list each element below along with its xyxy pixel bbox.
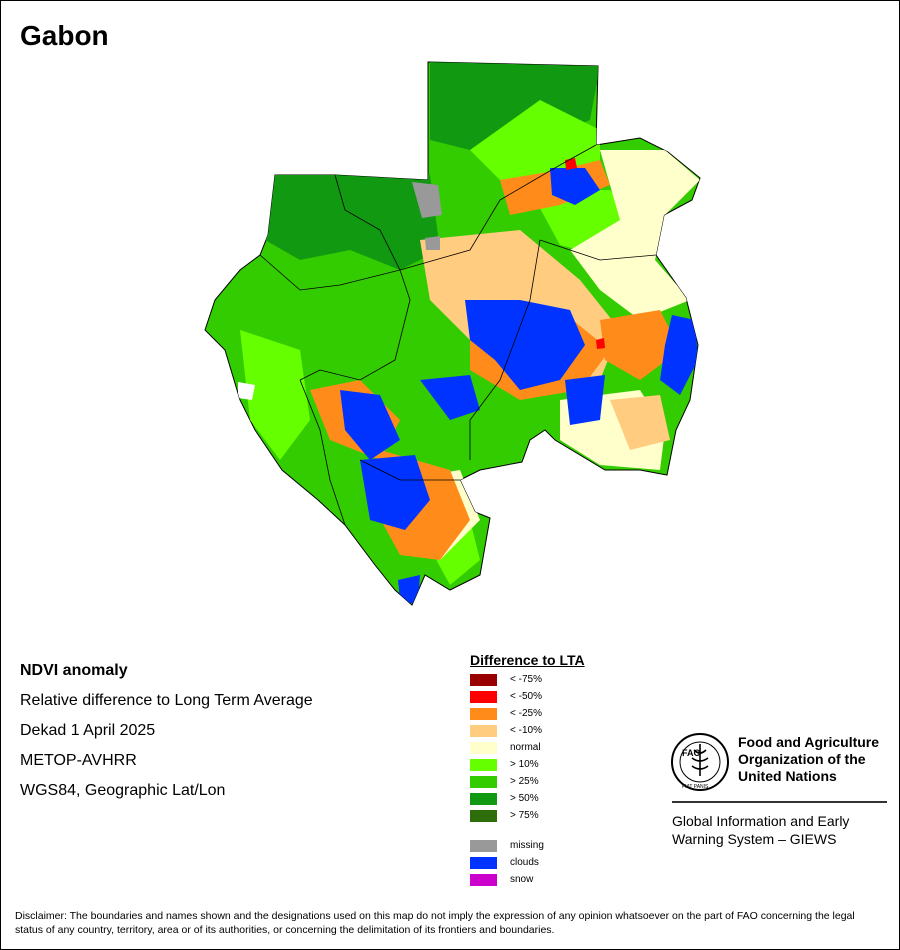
legend-label: missing <box>510 840 544 851</box>
province-boundaries <box>259 144 657 526</box>
fao-name: Food and Agriculture Organization of the… <box>738 734 898 785</box>
region-gt10-west <box>240 330 310 460</box>
legend-label: < -10% <box>510 725 542 736</box>
region-lt10-b <box>610 395 670 450</box>
legend-swatch <box>470 840 497 852</box>
ndvi-anomaly-raster <box>238 62 700 605</box>
legend-item: > 75% <box>470 808 585 825</box>
fao-name-line1: Food and Agriculture <box>738 734 880 750</box>
clouds-southwest <box>340 390 400 460</box>
legend-label: > 75% <box>510 810 539 821</box>
legend-classes: < -75% < -50% < -25% < -10% normal > 10% > 25%… <box>470 672 585 825</box>
legend: Difference to LTA < -75% < -50% < -25% < -1… <box>470 652 585 889</box>
legend-label: snow <box>510 874 534 885</box>
legend-item: > 25% <box>470 774 585 791</box>
legend-swatch <box>470 759 497 771</box>
legend-item: < -10% <box>470 723 585 740</box>
clouds-southeast <box>565 375 605 425</box>
legend-title: Difference to LTA <box>470 652 585 668</box>
giews-line2: Warning System – GIEWS <box>672 831 837 847</box>
legend-label: normal <box>510 742 541 753</box>
legend-item: < -75% <box>470 672 585 689</box>
legend-item: snow <box>470 872 585 889</box>
boundary-7 <box>359 459 460 481</box>
legend-label: < -50% <box>510 691 542 702</box>
legend-swatch <box>470 857 497 869</box>
legend-label: < -75% <box>510 674 542 685</box>
fao-logo: FAO FIAT PANIS <box>671 733 729 791</box>
legend-label: < -25% <box>510 708 542 719</box>
legend-label: > 25% <box>510 776 539 787</box>
region-lt25-b <box>600 310 680 380</box>
fao-logo-text: FAO <box>682 748 701 758</box>
legend-label: clouds <box>510 857 539 868</box>
map-info: NDVI anomaly Relative difference to Long… <box>20 656 313 806</box>
legend-item: < -50% <box>470 689 585 706</box>
fao-logo-motto: FIAT PANIS <box>682 784 709 790</box>
clouds-northeast <box>550 168 600 205</box>
legend-swatch <box>470 742 497 754</box>
boundary-1 <box>334 174 401 271</box>
region-gt50 <box>265 170 440 270</box>
period: Dekad 1 April 2025 <box>20 722 156 739</box>
legend-swatch <box>470 874 497 886</box>
legend-label: > 50% <box>510 793 539 804</box>
legend-item: < -25% <box>470 706 585 723</box>
clouds-center-south <box>420 375 480 420</box>
legend-swatch <box>470 708 497 720</box>
legend-item: > 50% <box>470 791 585 808</box>
legend-swatch <box>470 810 497 822</box>
clouds-south <box>360 455 430 530</box>
clouds-central <box>465 300 585 390</box>
fao-name-line2: Organization of the <box>738 751 866 767</box>
map-title: Gabon <box>20 20 109 51</box>
fao-name-line3: United Nations <box>738 768 837 784</box>
legend-swatch <box>470 674 497 686</box>
sensor: METOP-AVHRR <box>20 752 137 769</box>
product-name: NDVI anomaly <box>20 662 128 679</box>
giews-line1: Global Information and Early <box>672 813 850 829</box>
product-description: Relative difference to Long Term Average <box>20 692 313 709</box>
legend-swatch <box>470 691 497 703</box>
projection: WGS84, Geographic Lat/Lon <box>20 782 226 799</box>
legend-item: missing <box>470 838 585 855</box>
boundary-8 <box>299 379 346 526</box>
region-normal-east <box>570 150 700 320</box>
clouds-east <box>660 315 698 395</box>
missing-data <box>412 182 442 218</box>
region-lt50-b <box>596 338 605 349</box>
region-white-coast <box>238 382 255 400</box>
country-map <box>204 61 701 606</box>
legend-other: missing clouds snow <box>470 838 585 889</box>
boundary-2 <box>399 144 597 271</box>
fao-divider <box>672 801 887 803</box>
giews-name: Global Information and Early Warning Sys… <box>672 812 882 848</box>
missing-data-b <box>425 236 440 250</box>
clouds-tip <box>398 575 420 605</box>
boundary-3 <box>299 269 411 381</box>
region-lt50 <box>565 158 577 170</box>
legend-swatch <box>470 725 497 737</box>
boundary-4 <box>259 254 401 291</box>
boundary-6 <box>539 239 657 261</box>
legend-item: > 10% <box>470 757 585 774</box>
disclaimer: Disclaimer: The boundaries and names sho… <box>15 910 855 936</box>
legend-item: clouds <box>470 855 585 872</box>
legend-item: normal <box>470 740 585 757</box>
legend-swatch <box>470 776 497 788</box>
boundary-5 <box>469 239 541 460</box>
legend-swatch <box>470 793 497 805</box>
legend-label: > 10% <box>510 759 539 770</box>
